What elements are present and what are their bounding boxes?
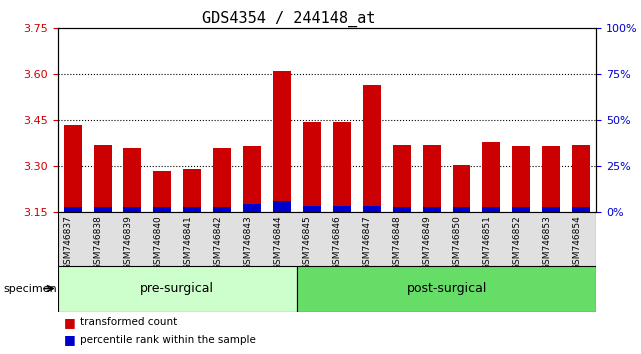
Bar (363, 206, 381, 212)
Text: GSM746840: GSM746840 (153, 215, 162, 270)
Text: GSM746847: GSM746847 (363, 215, 372, 270)
Text: GSM746845: GSM746845 (303, 215, 312, 270)
Bar (63, 207, 81, 212)
Text: GSM746843: GSM746843 (243, 215, 252, 270)
Bar (303, 206, 321, 212)
Text: ■: ■ (64, 333, 76, 346)
Bar (213, 148, 231, 212)
Text: specimen: specimen (3, 284, 57, 293)
Bar (94, 207, 112, 212)
Bar (58, 266, 297, 312)
Bar (483, 207, 501, 212)
Bar (512, 207, 530, 212)
Bar (393, 145, 411, 212)
Text: transformed count: transformed count (80, 317, 178, 327)
Text: GSM746854: GSM746854 (572, 215, 581, 270)
Bar (422, 207, 440, 212)
Bar (273, 71, 291, 212)
Bar (213, 207, 231, 212)
Bar (124, 207, 142, 212)
Bar (483, 142, 501, 212)
Bar (453, 165, 470, 212)
Bar (124, 148, 142, 212)
Text: GSM746853: GSM746853 (542, 215, 551, 270)
Bar (243, 204, 261, 212)
Text: GSM746851: GSM746851 (483, 215, 492, 270)
Text: percentile rank within the sample: percentile rank within the sample (80, 335, 256, 345)
Text: GSM746838: GSM746838 (94, 215, 103, 270)
Text: ■: ■ (64, 316, 76, 329)
Text: GSM746849: GSM746849 (422, 215, 431, 270)
Bar (303, 122, 321, 212)
Text: GDS4354 / 244148_at: GDS4354 / 244148_at (202, 11, 375, 27)
Bar (153, 171, 171, 212)
Bar (542, 207, 560, 212)
Text: post-surgical: post-surgical (406, 282, 487, 295)
Text: GSM746839: GSM746839 (124, 215, 133, 270)
Bar (333, 122, 351, 212)
Bar (453, 207, 470, 212)
Bar (94, 145, 112, 212)
Bar (153, 207, 171, 212)
Bar (393, 207, 411, 212)
Text: GSM746848: GSM746848 (393, 215, 402, 270)
Text: pre-surgical: pre-surgical (140, 282, 214, 295)
Bar (422, 145, 440, 212)
Bar (183, 170, 201, 212)
Bar (363, 85, 381, 212)
Bar (512, 147, 530, 212)
Bar (183, 207, 201, 212)
Bar (63, 125, 81, 212)
Text: GSM746837: GSM746837 (63, 215, 72, 270)
Bar (542, 147, 560, 212)
Bar (297, 266, 596, 312)
Bar (572, 207, 590, 212)
Bar (273, 201, 291, 212)
Bar (572, 145, 590, 212)
Bar (243, 147, 261, 212)
Text: GSM746846: GSM746846 (333, 215, 342, 270)
Text: GSM746852: GSM746852 (512, 215, 521, 270)
Text: GSM746844: GSM746844 (273, 215, 282, 270)
Text: GSM746842: GSM746842 (213, 215, 222, 270)
Bar (58, 212, 596, 266)
Text: GSM746850: GSM746850 (453, 215, 462, 270)
Bar (333, 206, 351, 212)
Text: GSM746841: GSM746841 (183, 215, 192, 270)
